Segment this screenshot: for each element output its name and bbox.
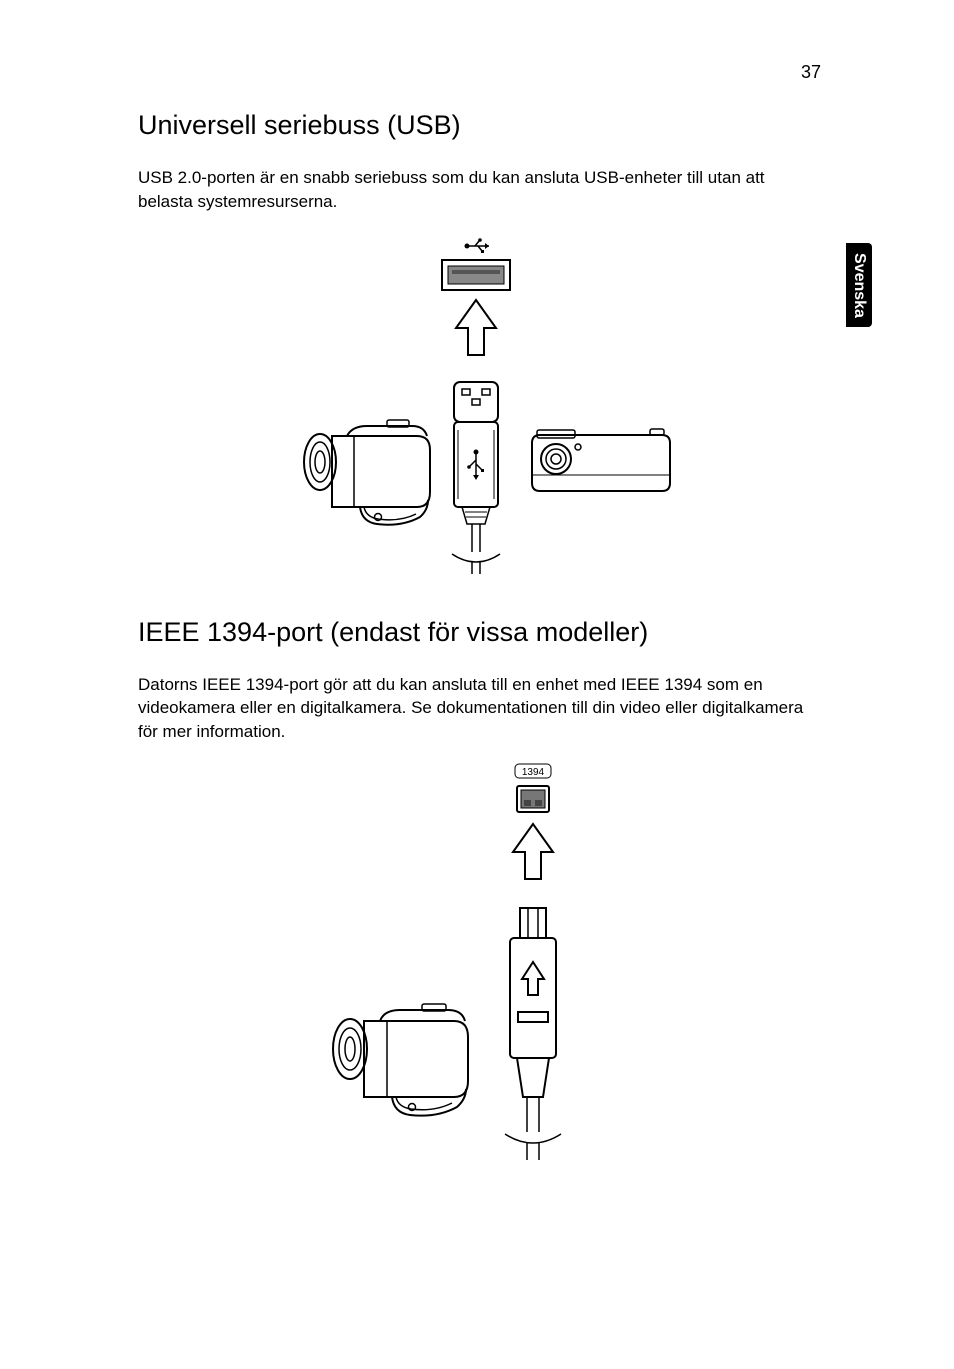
page-number: 37 <box>801 62 821 83</box>
figure-ieee1394: 1394 <box>138 762 816 1172</box>
heading-ieee1394: IEEE 1394-port (endast för vissa modelle… <box>138 617 816 648</box>
usb-diagram-svg <box>267 232 687 577</box>
paragraph-ieee1394: Datorns IEEE 1394-port gör att du kan an… <box>138 673 816 744</box>
svg-text:1394: 1394 <box>522 767 545 778</box>
page-content: Universell seriebuss (USB) USB 2.0-porte… <box>0 0 954 1172</box>
language-tab: Svenska <box>846 243 872 327</box>
paragraph-usb: USB 2.0-porten är en snabb seriebuss som… <box>138 166 816 214</box>
figure-usb <box>138 232 816 577</box>
ieee1394-diagram-svg: 1394 <box>307 762 647 1172</box>
heading-usb: Universell seriebuss (USB) <box>138 110 816 141</box>
